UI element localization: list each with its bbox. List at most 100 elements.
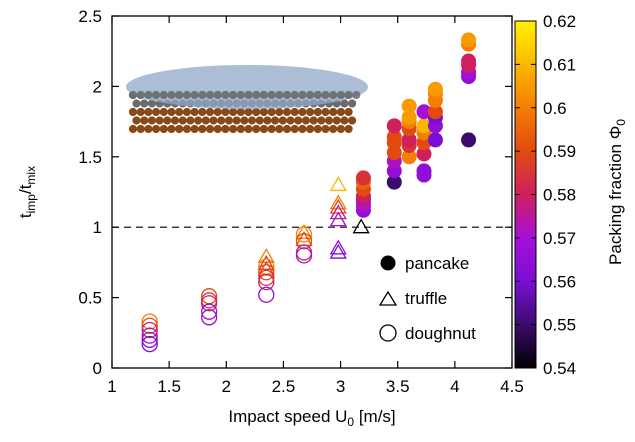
- inset-grain: [244, 124, 253, 134]
- inset-grain: [252, 90, 261, 100]
- inset-grain: [136, 107, 145, 117]
- inset-grain: [336, 90, 345, 100]
- inset-grain: [182, 90, 191, 100]
- pancake-point: [461, 132, 477, 148]
- inset-grain: [348, 99, 357, 108]
- doughnut-point: [200, 295, 218, 312]
- inset-grain: [229, 124, 238, 134]
- truffle-point: [295, 224, 313, 239]
- series-pancake: [355, 32, 477, 218]
- inset-grain: [175, 90, 184, 100]
- inset-grain: [147, 116, 156, 125]
- inset-grain: [144, 124, 153, 134]
- inset-grain: [144, 90, 153, 100]
- inset-grain: [213, 90, 222, 100]
- inset-grain: [175, 107, 184, 117]
- doughnut-point: [141, 331, 158, 348]
- inset-grain: [286, 116, 295, 125]
- inset-grain: [321, 124, 330, 134]
- inset-grain: [267, 124, 276, 134]
- inset-grain: [306, 124, 315, 134]
- inset-illustration: [126, 65, 368, 134]
- x-tick-label: 1.5: [157, 377, 181, 396]
- colorbar-tick-label: 0.54: [543, 359, 576, 378]
- inset-grain: [221, 90, 230, 100]
- inset-grain: [140, 99, 149, 108]
- inset-grain: [321, 90, 330, 100]
- inset-grain: [128, 90, 138, 100]
- inset-grain: [128, 124, 138, 134]
- doughnut-point: [141, 327, 158, 344]
- x-axis-label-main: Impact speed U: [228, 407, 347, 426]
- doughnut-point: [258, 286, 275, 303]
- inset-grain: [182, 107, 191, 117]
- inset-grain: [152, 90, 161, 100]
- inset-grain: [329, 90, 338, 100]
- inset-grain: [263, 116, 272, 125]
- inset-grain: [340, 116, 349, 125]
- legend-label-pancake: pancake: [405, 254, 469, 273]
- inset-grain: [329, 107, 338, 117]
- inset-grain: [294, 116, 303, 125]
- inset-grain: [321, 107, 330, 117]
- doughnut-point: [258, 273, 275, 291]
- inset-grain: [147, 99, 156, 108]
- inset-grain: [252, 107, 261, 117]
- x-tick-label: 1: [107, 377, 116, 396]
- doughnut-point: [258, 264, 275, 281]
- inset-grain: [340, 99, 349, 108]
- series-doughnut: [141, 226, 313, 353]
- x-tick-label: 4: [450, 377, 459, 396]
- inset-grain: [182, 124, 191, 134]
- pancake-point: [386, 118, 402, 134]
- x-axis-label: Impact speed U0 [m/s]: [228, 407, 395, 429]
- inset-grain: [244, 90, 253, 100]
- legend-marker-doughnut: [379, 324, 397, 342]
- pancake-point: [427, 81, 443, 97]
- doughnut-point: [200, 309, 218, 326]
- inset-grain: [298, 107, 307, 117]
- colorbar-tick-label: 0.6: [543, 99, 567, 118]
- inset-grain: [252, 124, 261, 134]
- plot-frame: [111, 15, 513, 369]
- inset-grain: [275, 124, 284, 134]
- pancake-point: [416, 146, 432, 162]
- colorbar-tick-label: 0.56: [543, 272, 576, 291]
- x-tick-label: 3.5: [386, 377, 410, 396]
- inset-grain: [259, 107, 268, 117]
- colorbar-tick-label: 0.58: [543, 186, 576, 205]
- pancake-point: [416, 104, 432, 120]
- inset-grain: [282, 124, 292, 134]
- inset-grain: [186, 116, 195, 125]
- inset-grain: [205, 90, 215, 100]
- data-points: [141, 32, 477, 353]
- pancake-point: [386, 174, 402, 190]
- inset-grain: [159, 124, 168, 134]
- inset-grain: [170, 116, 180, 125]
- inset-grain: [221, 107, 230, 117]
- inset-grain: [298, 90, 307, 100]
- inset-grain: [190, 107, 199, 117]
- inset-grain: [344, 90, 353, 100]
- inset-grain: [205, 124, 215, 134]
- truffle-point: [329, 176, 347, 192]
- pancake-point: [416, 118, 432, 134]
- inset-grain: [136, 124, 145, 134]
- inset-grain: [344, 107, 353, 117]
- inset-grain: [336, 124, 345, 134]
- colorbar-label-sub: 0: [614, 119, 628, 126]
- truffle-point: [329, 243, 347, 259]
- inset-grain: [213, 124, 222, 134]
- inset-grain: [298, 124, 307, 134]
- inset-grain: [344, 124, 353, 134]
- y-axis-label: timp/tmix: [16, 166, 38, 218]
- inset-grain: [244, 107, 253, 117]
- pancake-point: [461, 32, 477, 48]
- inset-grain: [190, 124, 199, 134]
- inset-grain: [198, 90, 207, 100]
- doughnut-point: [141, 335, 158, 353]
- inset-grain: [128, 107, 138, 117]
- inset-grain: [236, 90, 245, 100]
- y-axis-label-sub1: imp: [24, 194, 38, 214]
- pancake-point: [355, 170, 371, 186]
